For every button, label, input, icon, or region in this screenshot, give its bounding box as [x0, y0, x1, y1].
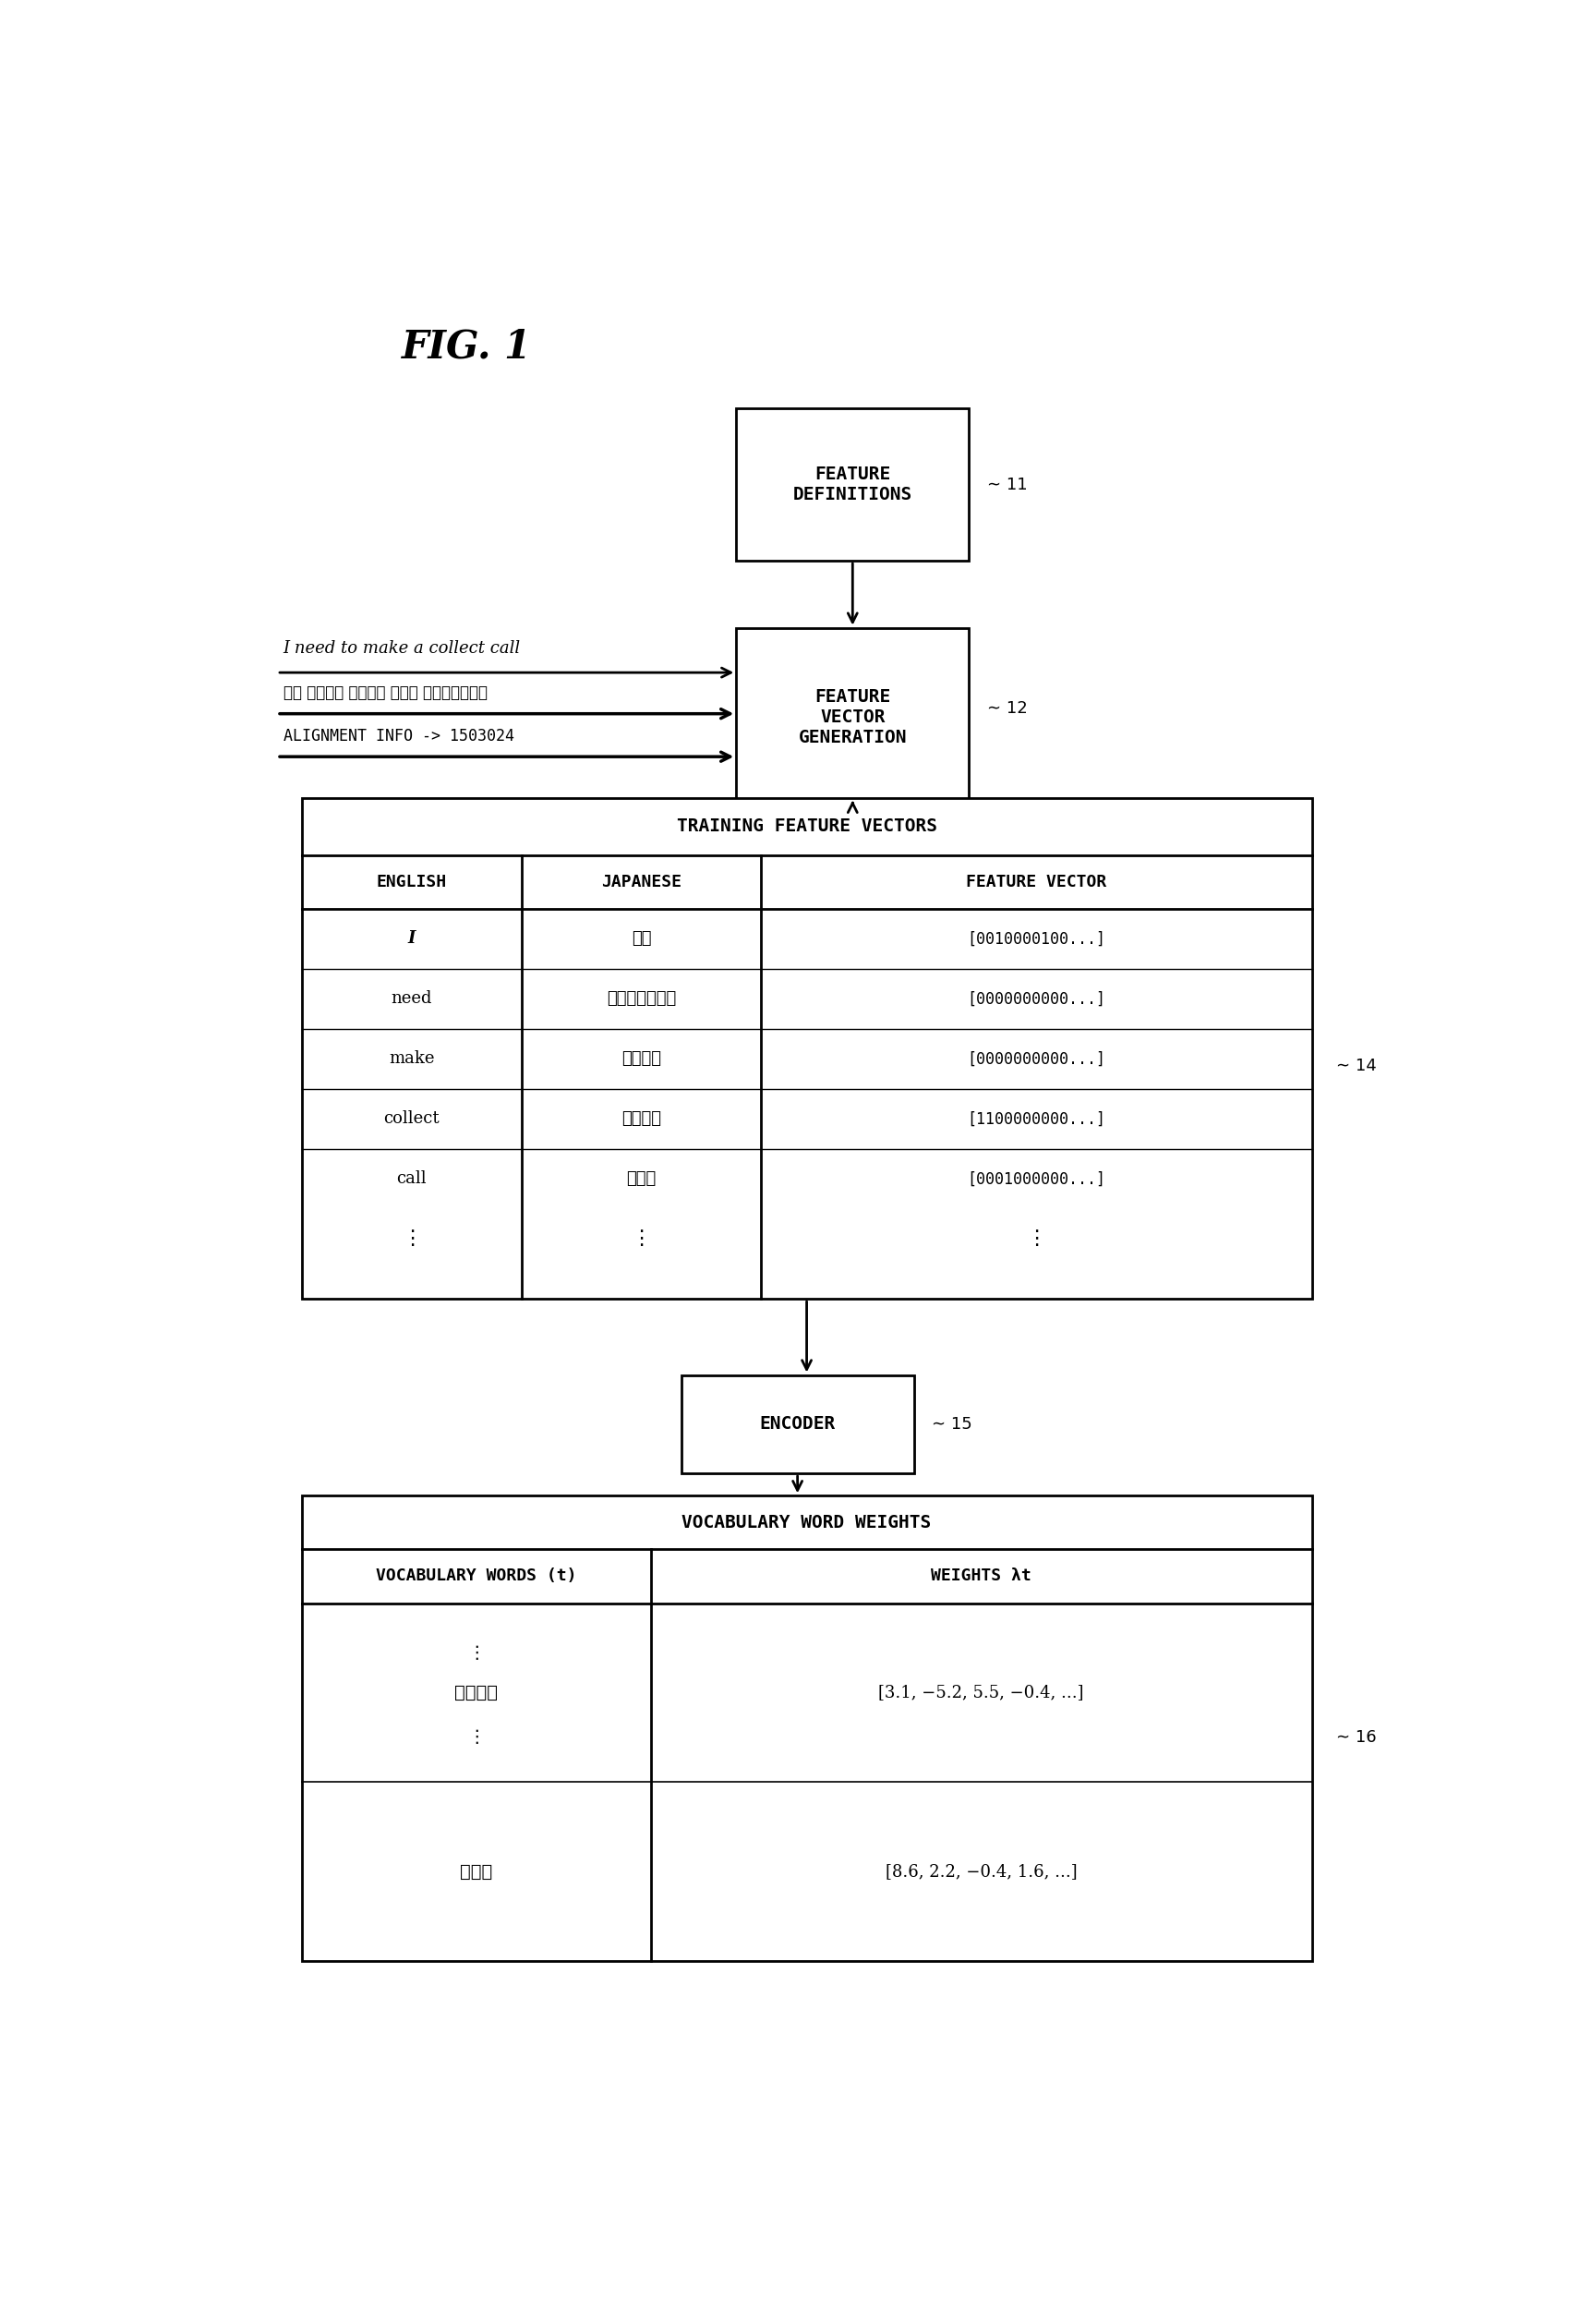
- Text: I: I: [408, 930, 416, 948]
- Text: FEATURE
VECTOR
GENERATION: FEATURE VECTOR GENERATION: [798, 688, 907, 746]
- Text: FIG. 1: FIG. 1: [401, 328, 532, 367]
- Text: [1100000000...]: [1100000000...]: [967, 1111, 1106, 1127]
- Text: ⋮: ⋮: [468, 1729, 485, 1745]
- Text: VOCABULARY WORDS (t): VOCABULARY WORDS (t): [376, 1569, 577, 1585]
- Text: ⋮: ⋮: [630, 1229, 651, 1248]
- Text: TRAINING FEATURE VECTORS: TRAINING FEATURE VECTORS: [676, 818, 937, 834]
- Text: 必要があります: 必要があります: [607, 990, 676, 1006]
- Text: 私は: 私は: [632, 930, 651, 948]
- Text: ⋮: ⋮: [468, 1645, 485, 1662]
- Text: [8.6, 2.2, −0.4, 1.6, ...]: [8.6, 2.2, −0.4, 1.6, ...]: [885, 1864, 1078, 1880]
- Bar: [736, 409, 969, 560]
- Text: need: need: [392, 990, 433, 1006]
- Text: JAPANESE: JAPANESE: [602, 874, 681, 890]
- Bar: [302, 1497, 1311, 1961]
- Text: ⋮: ⋮: [1025, 1229, 1046, 1248]
- Text: コールを: コールを: [455, 1685, 498, 1701]
- Text: WEIGHTS λt: WEIGHTS λt: [931, 1569, 1032, 1585]
- Text: ∼ 11: ∼ 11: [988, 476, 1027, 493]
- Text: [0010000100...]: [0010000100...]: [967, 930, 1106, 948]
- Text: かける: かける: [460, 1864, 493, 1880]
- Text: I need to make a collect call: I need to make a collect call: [283, 639, 521, 658]
- Text: [0000000000...]: [0000000000...]: [967, 1050, 1106, 1067]
- Text: ∼ 14: ∼ 14: [1337, 1057, 1376, 1074]
- Text: FEATURE
DEFINITIONS: FEATURE DEFINITIONS: [793, 465, 912, 504]
- Text: ∼ 16: ∼ 16: [1337, 1729, 1376, 1745]
- Bar: [302, 797, 1311, 1299]
- Text: ENGLISH: ENGLISH: [376, 874, 447, 890]
- Bar: [736, 627, 969, 806]
- Text: ∼ 12: ∼ 12: [988, 700, 1027, 716]
- Text: ∼ 15: ∼ 15: [932, 1415, 973, 1432]
- Text: VOCABULARY WORD WEIGHTS: VOCABULARY WORD WEIGHTS: [683, 1513, 932, 1532]
- Text: かける: かける: [627, 1171, 656, 1188]
- Text: [0001000000...]: [0001000000...]: [967, 1171, 1106, 1188]
- Text: ALIGNMENT INFO -> 1503024: ALIGNMENT INFO -> 1503024: [283, 727, 514, 744]
- Text: ⋮: ⋮: [401, 1229, 422, 1248]
- Text: 私は コレクト コールを かける 必要があります: 私は コレクト コールを かける 必要があります: [283, 686, 487, 702]
- Text: make: make: [389, 1050, 435, 1067]
- Text: [3.1, −5.2, 5.5, −0.4, ...]: [3.1, −5.2, 5.5, −0.4, ...]: [878, 1685, 1084, 1701]
- Text: FEATURE VECTOR: FEATURE VECTOR: [965, 874, 1106, 890]
- Text: call: call: [397, 1171, 427, 1188]
- Text: ENCODER: ENCODER: [760, 1415, 836, 1434]
- Text: collect: collect: [384, 1111, 439, 1127]
- Bar: [681, 1376, 913, 1473]
- Text: [0000000000...]: [0000000000...]: [967, 990, 1106, 1006]
- Text: コレクト: コレクト: [621, 1111, 662, 1127]
- Text: コールを: コールを: [621, 1050, 662, 1067]
